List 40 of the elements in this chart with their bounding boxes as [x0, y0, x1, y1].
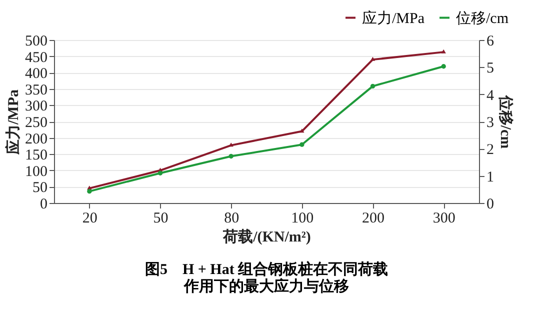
y2-tick-label: 1: [486, 169, 494, 186]
x-tick-label: 100: [291, 210, 314, 226]
x-axis-title: 荷载/(KN/m²): [222, 228, 311, 246]
y2-tick-label: 6: [486, 34, 494, 50]
y-tick-label: 0: [40, 196, 48, 212]
point: [370, 56, 376, 61]
x-tick-label: 200: [362, 210, 384, 226]
point: [87, 188, 92, 194]
point: [370, 84, 376, 89]
y-tick-label: 100: [25, 164, 48, 180]
y2-tick-label: 4: [486, 88, 494, 104]
y2-tick-label: 5: [486, 60, 494, 77]
y-tick-label: 500: [25, 34, 48, 50]
point: [300, 128, 304, 133]
y-tick-label: 50: [32, 180, 48, 196]
y2-tick-label: 3: [486, 115, 494, 131]
x-tick-label: 20: [82, 210, 98, 226]
point: [441, 64, 446, 69]
point: [300, 142, 304, 147]
y-tick-label: 400: [25, 66, 48, 82]
y-tick-label: 350: [25, 82, 48, 98]
point: [228, 154, 234, 159]
x-tick-label: 50: [153, 210, 168, 226]
x-tick-label: 80: [224, 210, 240, 226]
y2-tick-label: 0: [486, 196, 494, 212]
y2-axis-title: 位移/cm: [497, 94, 514, 150]
y-tick-label: 300: [25, 98, 48, 115]
legend-label: 位移/cm: [456, 10, 509, 27]
point: [441, 49, 446, 54]
x-tick-label: 300: [432, 210, 456, 226]
y2-tick-label: 2: [486, 142, 494, 158]
y-axis-title: 应力/MPa: [4, 89, 22, 156]
point: [158, 170, 163, 176]
text: 作用下的最大应力与位移: [183, 277, 349, 295]
y-tick-label: 450: [25, 50, 48, 66]
legend-label: 应力/MPa: [362, 10, 425, 27]
y-tick-label: 200: [25, 131, 48, 148]
y-tick-label: 150: [25, 148, 48, 164]
caption: 图5 H + Hat 组合钢板桩在不同荷载: [144, 260, 388, 278]
y-tick-label: 250: [25, 115, 48, 131]
